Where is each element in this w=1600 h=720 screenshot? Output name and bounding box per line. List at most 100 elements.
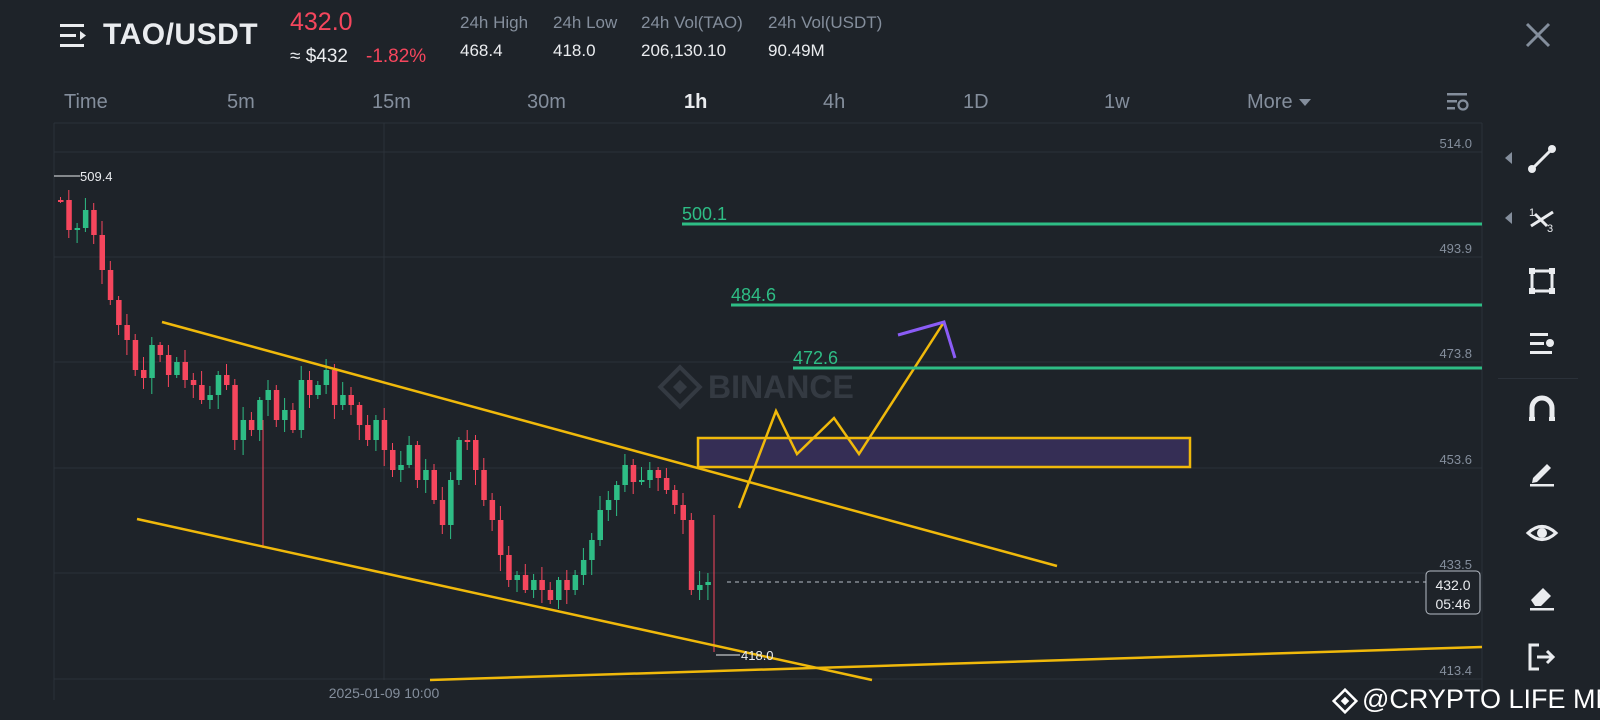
candle-body — [340, 395, 346, 405]
y-tick-label: 514.0 — [1439, 136, 1472, 151]
tab-more-label: More — [1247, 91, 1293, 113]
candle-body — [132, 340, 139, 370]
indicator-icon[interactable] — [1525, 326, 1559, 360]
candle-body — [365, 425, 371, 440]
tab-time[interactable]: Time — [64, 91, 108, 113]
candle-body — [406, 445, 413, 465]
candle-body — [473, 440, 479, 470]
candle-body — [464, 440, 471, 442]
exit-icon[interactable] — [1525, 640, 1559, 674]
svg-text:3: 3 — [1547, 223, 1553, 235]
candle-body — [307, 380, 313, 395]
binance-logo-icon — [1332, 687, 1358, 714]
candle-body — [672, 490, 678, 505]
svg-text:1: 1 — [1529, 207, 1535, 219]
tab-15m[interactable]: 15m — [372, 91, 411, 113]
candle-body — [547, 590, 554, 600]
candle-body — [141, 370, 147, 378]
magnet-icon[interactable] — [1525, 392, 1559, 426]
watermark-text: BINANCE — [708, 369, 854, 405]
candlestick-series — [58, 190, 715, 652]
candle-body — [381, 420, 388, 450]
candle-body — [157, 345, 164, 355]
channel-lower-line — [136, 517, 873, 682]
candle-body — [116, 300, 122, 325]
tab-1w[interactable]: 1w — [1104, 91, 1130, 113]
eraser-icon[interactable] — [1525, 578, 1559, 612]
trend-line-icon[interactable] — [1505, 142, 1559, 176]
candle-body — [506, 555, 512, 580]
stat-label: 24h Vol(TAO) — [641, 13, 743, 32]
stat-24h-vol-tao: 24h Vol(TAO) 206,130.10 — [641, 13, 743, 61]
expand-arrow-icon — [1505, 152, 1512, 164]
candle-body — [489, 500, 496, 520]
candle-body — [298, 380, 305, 430]
rectangle-icon[interactable] — [1525, 264, 1559, 298]
candle-body — [522, 575, 529, 590]
candle-body — [199, 385, 205, 400]
candle-body — [240, 420, 247, 440]
candle-body — [556, 580, 562, 600]
candle-body — [431, 470, 437, 500]
candle-body — [647, 470, 653, 480]
candle-body — [224, 375, 230, 385]
y-tick-label: 453.6 — [1439, 452, 1472, 467]
candle-body — [248, 420, 255, 430]
candle-body — [439, 500, 446, 525]
candle-body — [539, 580, 545, 590]
candle-body — [398, 465, 404, 470]
projected-path — [737, 321, 946, 509]
candle-body — [190, 380, 197, 385]
y-tick-label: 413.4 — [1439, 663, 1472, 678]
price-change: -1.82% — [366, 46, 427, 67]
candle-body — [605, 500, 612, 510]
close-icon[interactable] — [1522, 16, 1554, 52]
target-arrow — [897, 320, 957, 359]
candle-body — [580, 560, 587, 575]
candle-body — [273, 390, 280, 420]
stat-label: 24h Low — [553, 13, 618, 32]
tab-30m[interactable]: 30m — [527, 91, 566, 113]
candle-body — [705, 582, 711, 585]
y-tick-label: 473.8 — [1439, 346, 1472, 361]
stat-value: 468.4 — [460, 41, 503, 60]
tab-more[interactable]: More — [1247, 91, 1311, 114]
candle-body — [348, 395, 354, 405]
target-level-label: 484.6 — [731, 285, 776, 305]
x-tick-label: 2025-01-09 10:00 — [329, 685, 440, 701]
binance-watermark: BINANCE — [657, 364, 854, 410]
chart-settings-icon[interactable] — [1446, 90, 1470, 114]
menu-icon[interactable] — [60, 22, 90, 50]
tab-1h[interactable]: 1h — [684, 91, 708, 113]
candle-body — [91, 210, 97, 235]
candle-body — [182, 362, 188, 380]
resistance-zone — [696, 436, 1192, 469]
tab-4h[interactable]: 4h — [823, 91, 846, 113]
candle-body — [124, 325, 130, 340]
candle-body — [414, 445, 421, 480]
tab-5m[interactable]: 5m — [227, 91, 255, 113]
candle-body — [423, 470, 429, 480]
candle-body — [697, 585, 703, 590]
candle-body — [149, 345, 155, 378]
candle-body — [315, 385, 321, 395]
candle-body — [639, 480, 645, 482]
countdown-label: 05:46 — [1435, 596, 1470, 612]
stat-24h-high: 24h High 468.4 — [460, 13, 528, 61]
y-tick-label: 433.5 — [1439, 557, 1472, 572]
candle-body — [373, 420, 379, 440]
candle-body — [572, 575, 579, 590]
pair-title[interactable]: TAO/USDT — [103, 18, 259, 51]
candle-body — [680, 505, 686, 520]
eye-icon[interactable] — [1525, 516, 1559, 550]
candle-body — [282, 410, 288, 420]
tab-1d[interactable]: 1D — [963, 91, 989, 113]
candle-body — [165, 355, 172, 375]
credit-watermark: @CRYPTO LIFE MNE — [1332, 684, 1600, 715]
brush-icon[interactable] — [1525, 454, 1559, 488]
candle-body — [390, 450, 396, 470]
candle-body — [622, 465, 628, 485]
stat-value: 90.49M — [768, 41, 825, 60]
